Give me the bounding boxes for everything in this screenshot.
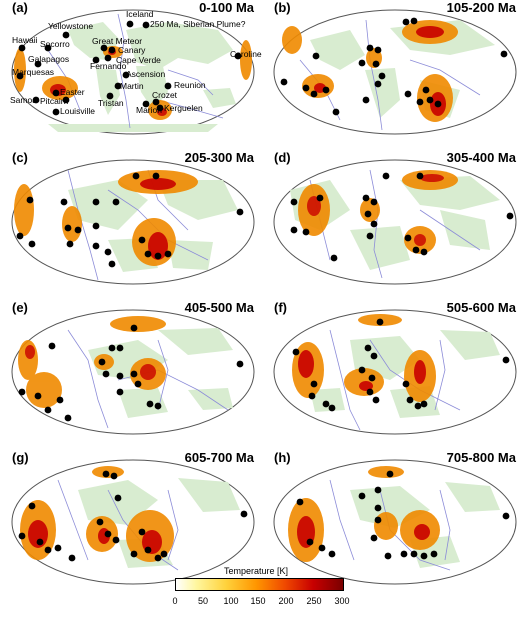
map-g-svg: [11, 459, 255, 585]
panel-b-label: (b): [274, 0, 291, 15]
map-panel-g: (g) 605-700 Ma: [8, 450, 258, 590]
panel-f-title: 505-600 Ma: [446, 300, 516, 315]
colorbar-gradient: [175, 578, 344, 591]
map-panel-d: (d) 305-400 Ma: [270, 150, 520, 290]
label-pitcairn: Pitcairn: [40, 96, 69, 106]
map-f-svg: [273, 309, 517, 435]
map-panel-b: (b) 105-200 Ma: [270, 0, 520, 140]
map-panel-c: (c) 205-300 Ma: [8, 150, 258, 290]
label-reunion: Reunion: [174, 80, 206, 90]
label-galapagos: Galapagos: [28, 54, 70, 64]
colorbar-tick: 300: [334, 596, 350, 606]
label-louisville: Louisville: [60, 106, 95, 116]
label-yellowstone: Yellowstone: [48, 21, 94, 31]
panel-f-label: (f): [274, 300, 287, 315]
label-marquesas: Marquesas: [12, 67, 55, 77]
panel-d-title: 305-400 Ma: [446, 150, 516, 165]
label-caroline: Caroline: [230, 49, 262, 59]
panel-c-label: (c): [12, 150, 28, 165]
label-martin: Martin: [120, 81, 144, 91]
colorbar-tick: 0: [172, 596, 178, 606]
map-b-svg: [273, 9, 517, 135]
map-a-svg: [11, 9, 255, 135]
map-c-svg: [11, 159, 255, 285]
panel-b-title: 105-200 Ma: [446, 0, 516, 15]
panel-d-label: (d): [274, 150, 291, 165]
map-panel-e: (e) 405-500 Ma: [8, 300, 258, 440]
map-e-svg: [11, 309, 255, 435]
label-socorro: Socorro: [40, 39, 70, 49]
label-siberian: 250 Ma, Siberian Plume?: [150, 19, 246, 29]
label-hawaii: Hawaii: [12, 35, 38, 45]
label-samoa: Samoa: [10, 95, 37, 105]
label-great-meteor: Great Meteor: [92, 36, 143, 46]
panel-e-label: (e): [12, 300, 28, 315]
panel-e-title: 405-500 Ma: [184, 300, 254, 315]
panel-g-title: 605-700 Ma: [184, 450, 254, 465]
panel-h-title: 705-800 Ma: [446, 450, 516, 465]
panel-h-label: (h): [274, 450, 291, 465]
map-panel-a: (a) 0-100 Ma Iceland Yellowstone 250 Ma,…: [8, 0, 262, 140]
panel-a-title: 0-100 Ma: [199, 0, 254, 15]
colorbar-tick: 50: [197, 596, 209, 606]
colorbar-tick: 150: [250, 596, 266, 606]
label-tristan: Tristan: [98, 98, 124, 108]
map-d-svg: [273, 159, 517, 285]
label-kerguelen: Kerguelen: [164, 103, 203, 113]
label-marion: Marion: [136, 105, 162, 115]
panel-a-label: (a): [12, 0, 28, 15]
label-easter: Easter: [60, 87, 85, 97]
colorbar-tick: 100: [223, 596, 239, 606]
map-h-svg: [273, 459, 517, 585]
colorbar: Temperature [K] 0 50 100 150 200 250 300: [170, 566, 350, 616]
label-canary: Canary: [118, 45, 146, 55]
label-iceland: Iceland: [126, 9, 154, 19]
label-ascension: Ascension: [126, 69, 166, 79]
colorbar-tick: 250: [306, 596, 322, 606]
label-cape-verde: Cape Verde: [116, 55, 161, 65]
panel-c-title: 205-300 Ma: [184, 150, 254, 165]
panel-g-label: (g): [12, 450, 29, 465]
label-crozet: Crozet: [152, 90, 178, 100]
map-panel-h: (h) 705-800 Ma: [270, 450, 520, 590]
colorbar-tick: 200: [278, 596, 294, 606]
colorbar-title: Temperature [K]: [223, 566, 289, 576]
map-panel-f: (f) 505-600 Ma: [270, 300, 520, 440]
label-fernando: Fernando: [90, 61, 127, 71]
